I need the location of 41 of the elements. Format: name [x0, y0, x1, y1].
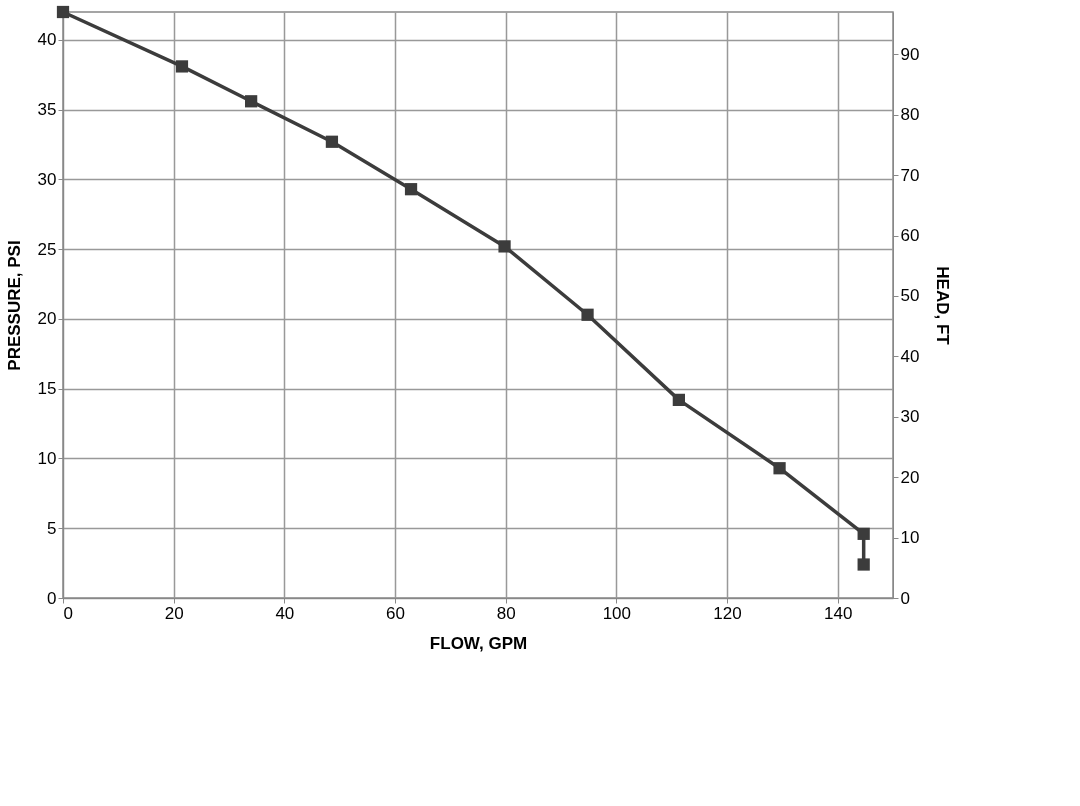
x-tick-label: 40 [275, 603, 295, 623]
point [581, 308, 594, 321]
point [56, 5, 70, 19]
point [857, 527, 870, 540]
point [245, 95, 258, 108]
y-tick-label: 10 [37, 448, 57, 468]
y-axis-title: PRESSURE, PSI [4, 240, 24, 371]
point [175, 60, 189, 73]
y2-tick-label: 90 [900, 44, 920, 64]
point [773, 462, 786, 475]
x-tick-label: 20 [164, 603, 184, 623]
point [498, 240, 511, 253]
point [857, 558, 870, 571]
y2-tick-label: 20 [900, 467, 920, 487]
y-tick-label: 25 [37, 239, 57, 259]
point [404, 183, 418, 196]
x-tick-label: 60 [386, 603, 405, 623]
x-tick-label: 80 [496, 603, 516, 623]
y2-axis-title: HEAD, FT [933, 266, 953, 346]
x-tick-label: 100 [602, 603, 632, 623]
y2-tick-label: 40 [900, 346, 920, 366]
y2-tick-label: 70 [900, 165, 920, 185]
x-tick-label: 120 [713, 603, 742, 623]
y2-tick-label: 60 [900, 226, 920, 246]
y2-tick-label: 0 [900, 588, 910, 608]
point [672, 393, 685, 406]
y-tick-label: 35 [37, 100, 57, 120]
x-axis-title: FLOW, GPM [429, 633, 528, 653]
y2-tick-label: 30 [900, 407, 920, 427]
y-tick-label: 20 [37, 309, 57, 329]
y2-tick-label: 50 [900, 286, 920, 306]
y-tick-label: 5 [47, 518, 57, 538]
point [325, 135, 339, 148]
y-tick-label: 40 [37, 30, 57, 50]
y-tick-label: 15 [37, 379, 57, 399]
y2-tick-label: 80 [900, 105, 920, 125]
y2-tick-label: 10 [900, 528, 920, 548]
x-tick-label: 0 [63, 603, 73, 623]
y-tick-label: 30 [37, 169, 57, 189]
x-tick-label: 140 [823, 603, 853, 623]
y-tick-label: 0 [47, 588, 57, 608]
